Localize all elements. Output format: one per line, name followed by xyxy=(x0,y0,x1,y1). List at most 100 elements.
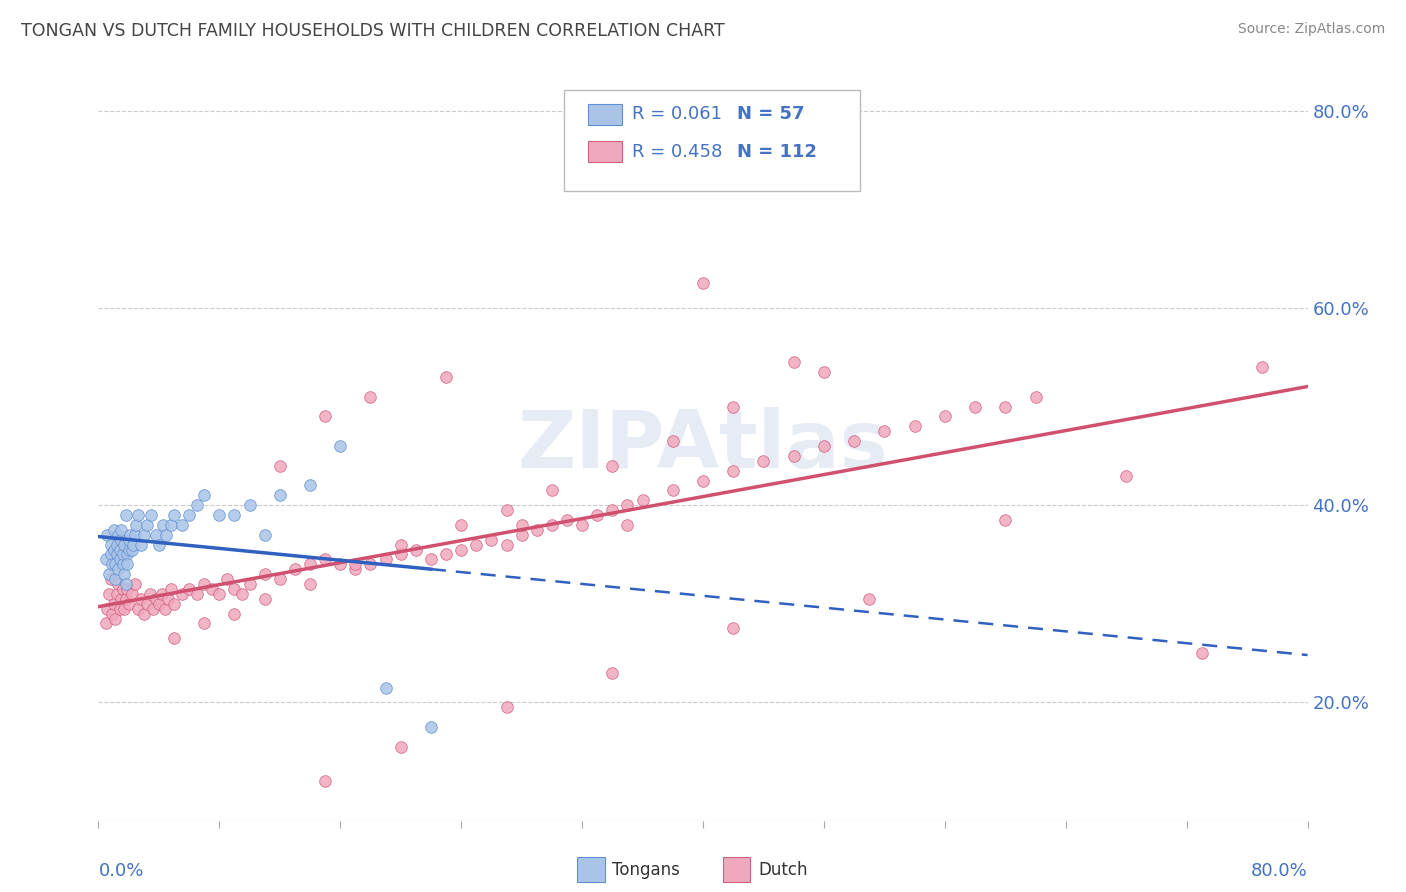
Point xyxy=(96,527,118,541)
Point xyxy=(124,527,146,541)
Text: Source: ZipAtlas.com: Source: ZipAtlas.com xyxy=(1237,22,1385,37)
Point xyxy=(145,591,167,606)
Point xyxy=(179,508,201,522)
Point xyxy=(98,587,121,601)
Point xyxy=(269,488,291,502)
Point xyxy=(224,582,246,596)
Text: 0.0%: 0.0% xyxy=(98,862,143,880)
Point xyxy=(314,552,336,566)
Point xyxy=(100,548,122,562)
Point xyxy=(253,567,276,582)
Point xyxy=(616,517,638,532)
Point xyxy=(155,527,177,541)
Point xyxy=(329,439,352,453)
Point xyxy=(122,538,145,552)
Point xyxy=(813,439,835,453)
Point xyxy=(1024,390,1046,404)
Point xyxy=(239,498,262,512)
Point xyxy=(284,562,307,576)
Point xyxy=(208,508,231,522)
Point xyxy=(101,558,124,572)
Point xyxy=(139,587,162,601)
Point xyxy=(540,517,562,532)
Point xyxy=(105,538,128,552)
Point xyxy=(156,591,179,606)
Point xyxy=(934,409,956,424)
Point xyxy=(108,542,131,557)
Point xyxy=(110,533,132,547)
Point xyxy=(904,419,927,434)
Point xyxy=(269,458,291,473)
Point xyxy=(111,558,134,572)
Point xyxy=(965,400,987,414)
Point xyxy=(329,558,352,572)
Point xyxy=(186,498,208,512)
Point xyxy=(783,355,806,369)
Point xyxy=(224,508,246,522)
Point xyxy=(112,567,135,582)
Point xyxy=(420,720,443,734)
Point xyxy=(114,508,136,522)
Point xyxy=(405,542,427,557)
Point xyxy=(124,577,146,591)
Point xyxy=(129,538,152,552)
Point xyxy=(103,597,125,611)
Point xyxy=(571,517,593,532)
Text: R = 0.061: R = 0.061 xyxy=(631,105,721,123)
Point xyxy=(179,582,201,596)
Point xyxy=(360,558,382,572)
Point xyxy=(602,458,624,473)
Point xyxy=(121,587,143,601)
Point xyxy=(723,621,745,635)
Point xyxy=(540,483,562,498)
Point xyxy=(135,597,157,611)
Point xyxy=(231,587,253,601)
Text: 80.0%: 80.0% xyxy=(1251,862,1308,880)
Point xyxy=(101,607,124,621)
Point xyxy=(616,498,638,512)
Point xyxy=(495,503,517,517)
Point xyxy=(389,538,412,552)
Point xyxy=(108,552,131,566)
Text: R = 0.458: R = 0.458 xyxy=(631,143,723,161)
Point xyxy=(100,538,122,552)
Point xyxy=(160,582,183,596)
Point xyxy=(112,601,135,615)
Point xyxy=(110,591,132,606)
Point xyxy=(170,587,193,601)
Point xyxy=(103,523,125,537)
Point xyxy=(129,591,152,606)
Point xyxy=(723,464,745,478)
Point xyxy=(420,552,443,566)
Point xyxy=(132,527,155,541)
Point xyxy=(389,548,412,562)
Point xyxy=(994,513,1017,527)
Point xyxy=(752,454,775,468)
Point xyxy=(495,700,517,714)
Point xyxy=(434,370,457,384)
Point xyxy=(201,582,224,596)
Point xyxy=(239,577,262,591)
Point xyxy=(160,517,183,532)
Point xyxy=(661,483,683,498)
Point xyxy=(150,587,173,601)
Point xyxy=(115,548,138,562)
Point xyxy=(148,597,170,611)
Point xyxy=(105,548,128,562)
Point xyxy=(118,542,141,557)
Point xyxy=(127,508,149,522)
Point xyxy=(692,277,714,291)
Point xyxy=(389,739,412,754)
Point xyxy=(111,582,134,596)
Point xyxy=(115,558,138,572)
Point xyxy=(813,365,835,379)
Bar xyxy=(576,857,605,882)
Bar xyxy=(723,857,751,882)
Point xyxy=(163,632,186,646)
Point xyxy=(107,577,129,591)
Point xyxy=(193,488,215,502)
Point xyxy=(103,542,125,557)
Point xyxy=(844,434,866,448)
Point xyxy=(602,665,624,680)
Point xyxy=(723,400,745,414)
